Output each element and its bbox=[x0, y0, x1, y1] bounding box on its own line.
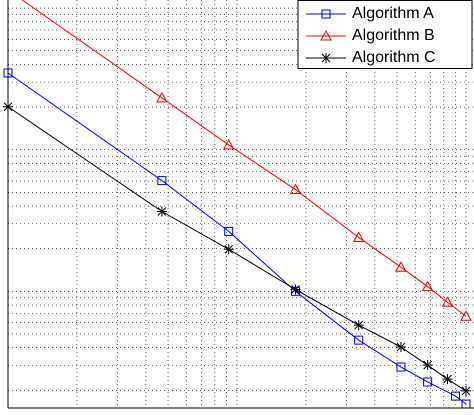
marker bbox=[157, 176, 167, 186]
marker bbox=[460, 310, 472, 321]
series-line bbox=[21, 0, 467, 317]
marker bbox=[289, 183, 302, 195]
legend-label: Algorithm B bbox=[352, 27, 435, 44]
marker bbox=[421, 280, 434, 292]
legend-label: Algorithm C bbox=[352, 49, 436, 66]
legend: Algorithm A Algorithm B Algorithm C bbox=[297, 0, 473, 69]
marker bbox=[354, 335, 364, 345]
marker bbox=[396, 362, 406, 372]
marker bbox=[321, 9, 331, 19]
marker bbox=[353, 320, 364, 331]
legend-label: Algorithm A bbox=[352, 5, 434, 22]
marker bbox=[461, 385, 471, 396]
marker bbox=[423, 377, 433, 387]
marker bbox=[395, 261, 407, 272]
marker bbox=[442, 374, 453, 385]
marker bbox=[156, 206, 167, 217]
marker bbox=[223, 244, 234, 255]
marker bbox=[422, 360, 433, 371]
marker bbox=[352, 231, 365, 242]
marker bbox=[224, 226, 234, 236]
marker bbox=[290, 284, 301, 295]
marker bbox=[156, 91, 168, 103]
marker bbox=[222, 138, 235, 150]
marker bbox=[395, 342, 406, 353]
marker bbox=[320, 29, 332, 41]
marker bbox=[321, 53, 331, 63]
series-line bbox=[7, 72, 467, 405]
marker bbox=[441, 296, 454, 307]
marker bbox=[451, 391, 461, 401]
